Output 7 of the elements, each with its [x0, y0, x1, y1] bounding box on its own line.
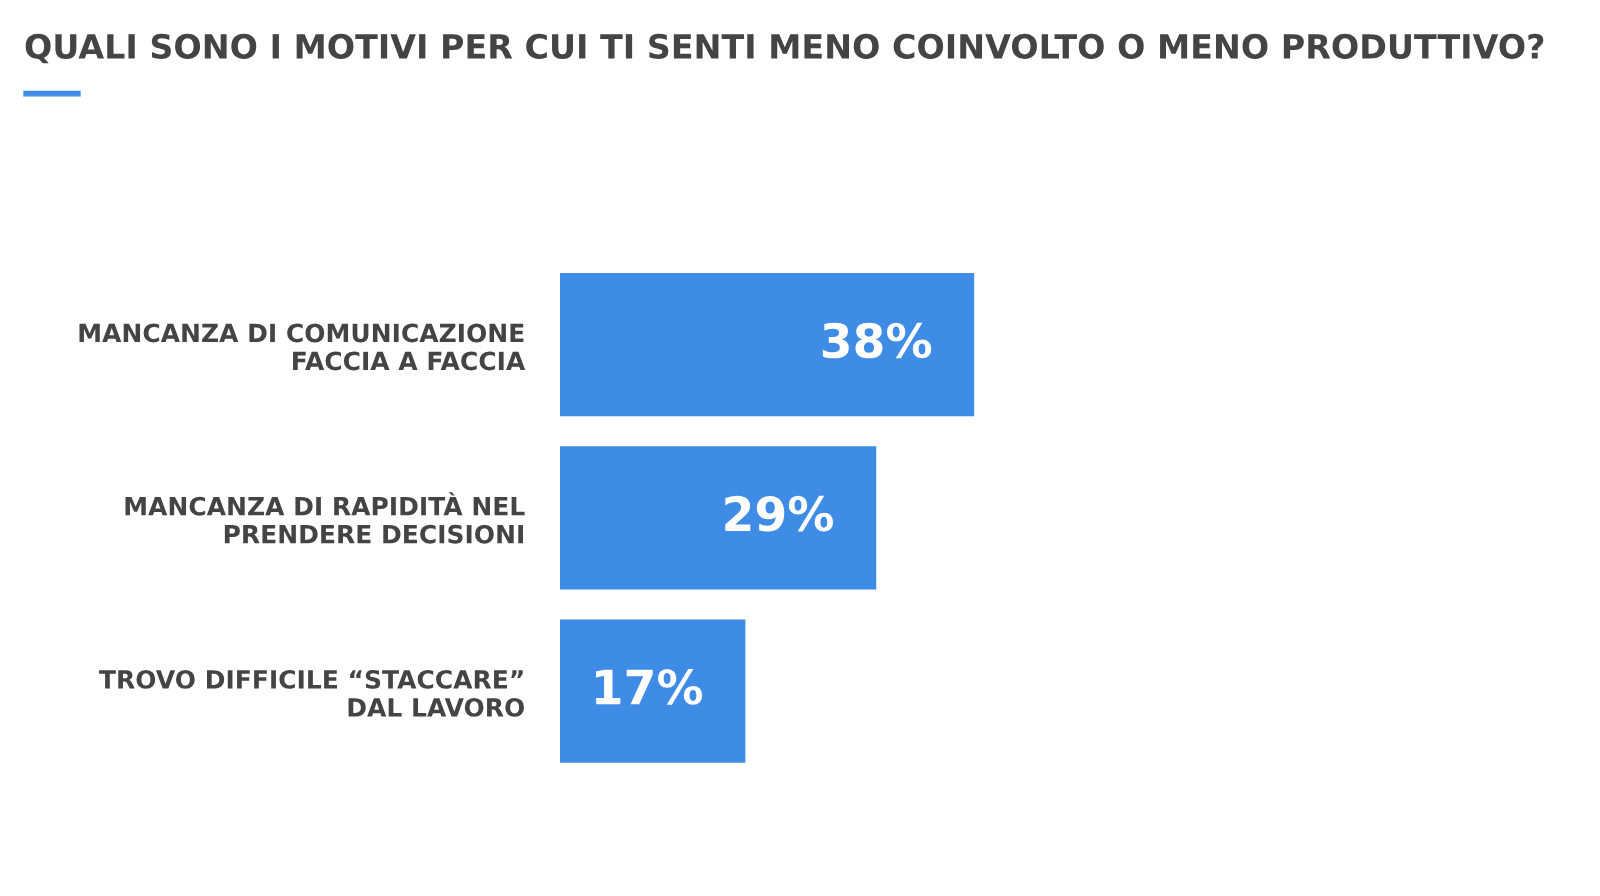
data-label: 38%: [822, 322, 932, 359]
y-tick-label: TROVO DIFFICILE “STACCARE” DAL LAVORO: [99, 669, 525, 717]
chart-title: QUALI SONO I MOTIVI PER CUI TI SENTI MENO COINVOLTO O MENO PRODUTTIVO?: [25, 33, 1544, 64]
data-label: 17%: [596, 669, 703, 705]
y-tick-label: MANCANZA DI RAPIDITÀ NEL PRENDERE DECISIONI: [125, 492, 525, 544]
y-tick-label: MANCANZA DI COMUNICAZIONE FACCIA A FACCIA: [79, 323, 526, 371]
data-label: 29%: [725, 495, 834, 532]
